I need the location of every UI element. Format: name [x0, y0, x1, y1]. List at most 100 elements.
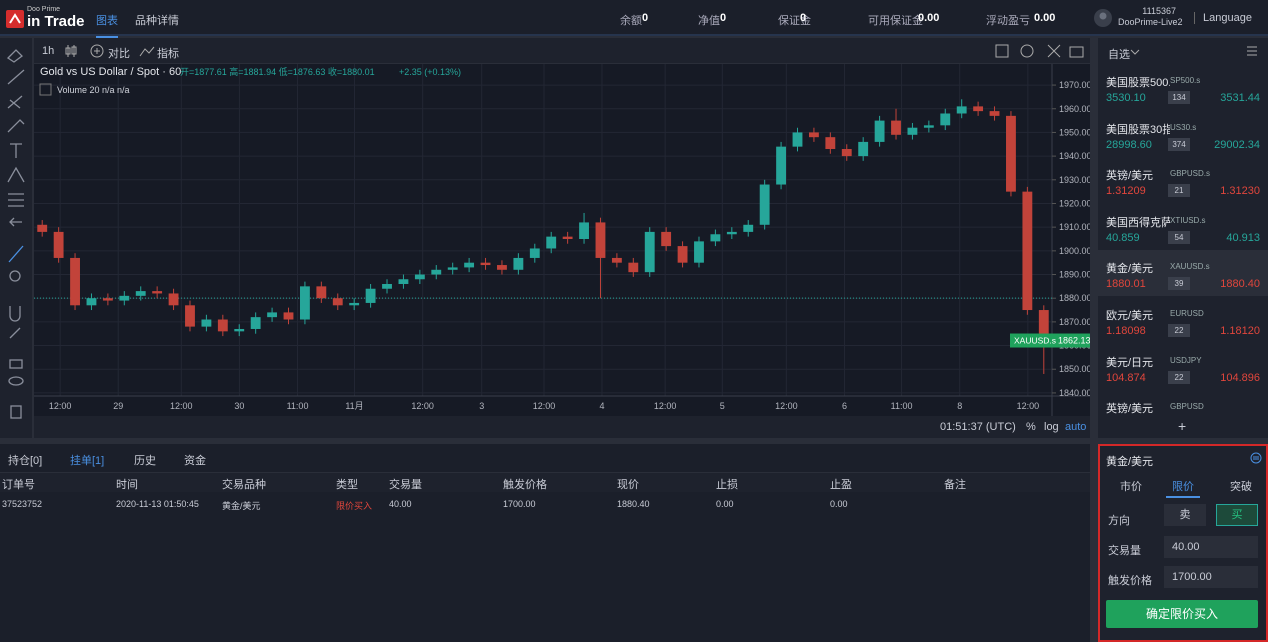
indicators[interactable]: 指标 — [157, 48, 179, 60]
scale-option[interactable]: auto — [1065, 421, 1087, 433]
interval[interactable]: 1h — [42, 45, 55, 57]
cell: 限价买入 — [336, 501, 373, 511]
order-type-tab[interactable]: 市价 — [1120, 481, 1142, 493]
spread: 54 — [1168, 230, 1190, 244]
stat-label: 余额 — [620, 15, 642, 27]
symbol-name[interactable]: 欧元/美元 — [1106, 310, 1154, 322]
candle-body — [792, 132, 803, 147]
orders-tab[interactable]: 资金 — [184, 455, 206, 467]
column-header[interactable]: 触发价格 — [503, 479, 547, 491]
candle-body — [874, 120, 885, 142]
trigger-input[interactable]: 1700.00 — [1164, 566, 1258, 588]
candle-icon[interactable] — [64, 43, 78, 59]
candle-body — [267, 312, 278, 318]
candle-body — [825, 137, 836, 150]
header-bg — [0, 472, 1090, 492]
symbol-name[interactable]: 美国西得克萨... — [1106, 216, 1170, 229]
candle-body — [611, 257, 622, 263]
candle-body — [759, 184, 770, 225]
candle-body — [562, 236, 573, 239]
submit-button[interactable]: 确定限价买入 — [1106, 600, 1258, 628]
y-tick-label: 1910.00 — [1059, 222, 1090, 232]
candle-body — [217, 319, 228, 332]
symbol-code: USDJPY — [1170, 355, 1202, 365]
nav-tab[interactable]: 品种详情 — [135, 15, 179, 27]
column-header[interactable]: 备注 — [944, 479, 966, 491]
ask: 40.913 — [1226, 231, 1260, 244]
watchlist-title[interactable]: 自选 — [1108, 49, 1130, 61]
candle-body — [940, 113, 951, 126]
nav-tab[interactable]: 图表 — [96, 12, 118, 38]
stat-value: 0 — [642, 12, 649, 24]
candle-body — [37, 224, 48, 232]
volume-toggle[interactable] — [39, 83, 52, 96]
indicator-icon[interactable] — [139, 44, 155, 58]
cell: 37523752 — [2, 499, 43, 509]
symbol-name[interactable]: 美元/日元 — [1106, 356, 1154, 369]
candle-body — [497, 265, 507, 270]
buy-button[interactable]: 买 — [1216, 504, 1258, 526]
y-tick-label: 1840.00 — [1059, 388, 1090, 398]
collapse-icon[interactable] — [1250, 452, 1262, 464]
column-header[interactable]: 交易品种 — [222, 479, 266, 491]
column-header[interactable]: 交易量 — [389, 479, 422, 491]
column-header[interactable]: 现价 — [617, 479, 639, 491]
candle-body — [234, 328, 245, 332]
volume-input[interactable]: 40.00 — [1164, 536, 1258, 558]
candle-body — [365, 288, 376, 303]
bid: 1.18098 — [1106, 325, 1146, 337]
language[interactable]: Language — [1194, 12, 1252, 24]
bid: 104.874 — [1106, 371, 1146, 384]
symbol-code: GBPUSD — [1170, 402, 1204, 412]
add-symbol[interactable]: + — [1178, 418, 1187, 434]
orders-tab[interactable]: 持仓[0] — [8, 455, 43, 467]
symbol-code: SP500.s — [1170, 76, 1201, 85]
column-header[interactable]: 止损 — [716, 479, 738, 491]
field-label: 触发价格 — [1108, 575, 1152, 587]
column-header[interactable]: 止盈 — [830, 479, 852, 491]
cell: 0.00 — [830, 499, 848, 509]
chart-tools[interactable] — [994, 43, 1084, 59]
x-tick-label: 11:00 — [287, 401, 309, 411]
candle-body — [907, 127, 918, 135]
cell: 0.00 — [716, 499, 734, 509]
order-title: 黄金/美元 — [1106, 456, 1154, 468]
symbol-name[interactable]: 英镑/美元 — [1106, 170, 1154, 183]
menu-icon[interactable] — [1246, 46, 1258, 56]
y-tick-label: 1870.00 — [1059, 317, 1090, 327]
candle-body — [382, 283, 392, 289]
symbol-name[interactable]: 美国股票500... — [1106, 77, 1170, 89]
orders-tab[interactable]: 历史 — [134, 455, 156, 467]
column-header[interactable]: 时间 — [116, 479, 138, 491]
column-header[interactable]: 类型 — [336, 479, 358, 491]
scale-option[interactable]: % — [1026, 421, 1036, 433]
chart-footer: 01:51:37 (UTC) % log auto — [34, 416, 1090, 438]
cell: 1700.00 — [503, 499, 536, 509]
cell: 1880.40 — [617, 499, 650, 509]
drawing-toolbar — [0, 38, 32, 438]
column-header[interactable]: 订单号 — [2, 479, 35, 491]
symbol-name[interactable]: 英镑/美元 — [1106, 403, 1154, 416]
symbol-name[interactable]: 黄金/美元 — [1106, 263, 1154, 276]
symbol-name[interactable]: 美国股票30指... — [1106, 123, 1170, 136]
candle-body — [546, 236, 557, 249]
candle-body — [644, 231, 655, 273]
symbol-code: XAUUSD.s — [1170, 262, 1210, 272]
stat-value: 0.00 — [918, 12, 940, 24]
stat-value: 0 — [720, 12, 727, 24]
order-type-tab[interactable]: 突破 — [1230, 481, 1252, 493]
bid: 3530.10 — [1106, 92, 1146, 104]
compare[interactable]: 对比 — [108, 48, 130, 60]
order-type-tab[interactable]: 限价 — [1166, 478, 1200, 498]
candle-body — [349, 302, 360, 306]
compare-icon[interactable] — [90, 44, 104, 58]
spread: 374 — [1168, 137, 1190, 151]
avatar[interactable] — [1093, 8, 1113, 28]
sell-button[interactable]: 卖 — [1164, 504, 1206, 526]
candle-body — [480, 262, 491, 266]
spread: 22 — [1168, 324, 1190, 337]
dropdown-icon[interactable] — [1130, 48, 1140, 56]
account-id: 1115367 — [1142, 6, 1176, 16]
candle-body — [447, 267, 458, 270]
scale-option[interactable]: log — [1044, 421, 1059, 433]
